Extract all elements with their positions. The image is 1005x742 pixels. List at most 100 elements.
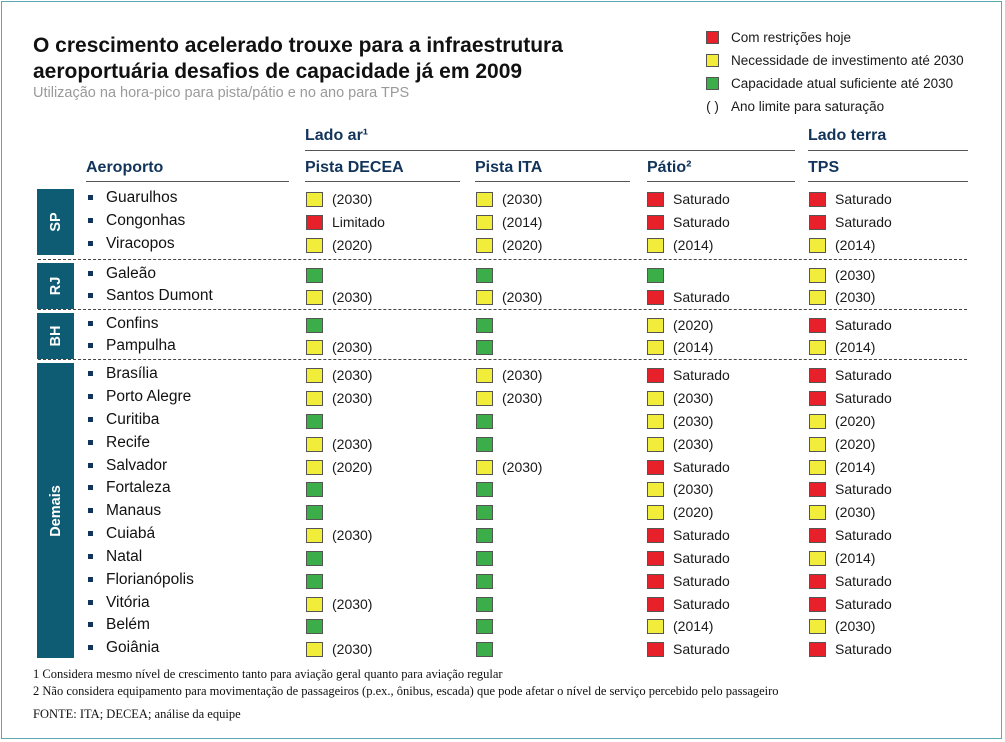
status-square	[647, 339, 664, 355]
header-lado-terra: Lado terra	[808, 127, 887, 144]
status-square	[476, 390, 493, 406]
status-text: (2030)	[673, 390, 714, 406]
status-text: Saturado	[673, 596, 730, 612]
status-text: (2020)	[332, 237, 373, 253]
status-cell: Limitado	[306, 213, 385, 231]
status-cell: (2030)	[647, 389, 713, 407]
status-text: (2030)	[332, 289, 373, 305]
table-row: Belém (2014) (2030)	[0, 615, 1005, 637]
status-square	[647, 289, 664, 305]
status-text: Saturado	[673, 459, 730, 475]
status-text: Saturado	[835, 641, 892, 657]
status-text: (2020)	[835, 413, 876, 429]
airport-name: Florianópolis	[106, 571, 194, 588]
table-row: Brasília (2030) (2030) Saturado Saturado	[0, 364, 1005, 386]
status-text: (2030)	[332, 390, 373, 406]
status-square	[809, 527, 826, 543]
table-row: Viracopos (2020) (2020) (2014) (2014)	[0, 234, 1005, 256]
group-label-rj: RJ	[37, 263, 74, 309]
status-text: (2030)	[332, 339, 373, 355]
status-square	[809, 436, 826, 452]
status-text: Saturado	[673, 573, 730, 589]
status-square	[306, 289, 323, 305]
status-text: (2030)	[673, 436, 714, 452]
status-text: (2014)	[835, 550, 876, 566]
table-row: Cuiabá (2030) Saturado Saturado	[0, 524, 1005, 546]
status-text: Saturado	[835, 596, 892, 612]
bullet-icon	[88, 394, 93, 399]
group-label-sp: SP	[37, 189, 74, 255]
status-square	[647, 641, 664, 657]
status-cell: (2020)	[306, 458, 372, 476]
status-square	[647, 390, 664, 406]
status-cell: (2014)	[809, 458, 875, 476]
status-square	[647, 504, 664, 520]
table-row: Florianópolis Saturado Saturado	[0, 570, 1005, 592]
status-text: Saturado	[673, 191, 730, 207]
legend-item-red: Com restrições hoje	[706, 26, 964, 49]
status-cell: Saturado	[647, 190, 730, 208]
status-cell: (2030)	[306, 595, 372, 613]
airport-name: Guarulhos	[106, 189, 178, 206]
legend-item-parenthesis: ( ) Ano limite para saturação	[706, 95, 964, 118]
status-cell: (2014)	[647, 338, 713, 356]
bullet-icon	[88, 241, 93, 246]
chart-subtitle: Utilização na hora-pico para pista/pátio…	[33, 85, 410, 101]
status-square	[476, 413, 493, 429]
status-square	[809, 504, 826, 520]
status-square	[476, 527, 493, 543]
status-cell: Saturado	[809, 526, 892, 544]
status-cell: (2030)	[476, 366, 542, 384]
bullet-icon	[88, 463, 93, 468]
table-row: Pampulha (2030) (2014) (2014)	[0, 336, 1005, 358]
status-text: (2030)	[332, 367, 373, 383]
airport-name: Cuiabá	[106, 525, 156, 542]
status-square	[809, 214, 826, 230]
rule-aeroporto	[86, 181, 289, 182]
status-square	[306, 237, 323, 253]
status-cell: Saturado	[647, 458, 730, 476]
status-cell	[476, 640, 502, 658]
status-cell: (2030)	[647, 480, 713, 498]
status-text: Saturado	[673, 550, 730, 566]
airport-name: Belém	[106, 616, 150, 633]
status-square	[476, 481, 493, 497]
header-pista-decea: Pista DECEA	[305, 159, 404, 176]
status-text: (2030)	[502, 459, 543, 475]
bullet-icon	[88, 271, 93, 276]
status-cell: (2030)	[306, 435, 372, 453]
status-text: (2014)	[673, 339, 714, 355]
status-cell: (2030)	[476, 288, 542, 306]
status-text: Saturado	[835, 527, 892, 543]
status-square	[476, 596, 493, 612]
status-square	[809, 267, 826, 283]
source-note: FONTE: ITA; DECEA; análise da equipe	[33, 707, 241, 721]
status-square	[306, 527, 323, 543]
status-square	[476, 289, 493, 305]
status-square	[809, 550, 826, 566]
status-square	[647, 596, 664, 612]
status-text: Saturado	[673, 641, 730, 657]
status-square	[306, 481, 323, 497]
status-square	[809, 573, 826, 589]
status-text: (2030)	[835, 618, 876, 634]
bullet-icon	[88, 554, 93, 559]
status-text: Saturado	[835, 573, 892, 589]
legend-item-yellow: Necessidade de investimento até 2030	[706, 49, 964, 72]
rule-tps	[808, 181, 968, 182]
airport-name: Confins	[106, 315, 159, 332]
table-row: Vitória (2030) Saturado Saturado	[0, 593, 1005, 615]
status-square	[306, 413, 323, 429]
status-square	[809, 641, 826, 657]
status-cell: (2030)	[809, 503, 875, 521]
airport-name: Manaus	[106, 502, 162, 519]
status-cell: (2014)	[809, 236, 875, 254]
airport-name: Porto Alegre	[106, 388, 192, 405]
status-cell	[476, 526, 502, 544]
legend-swatch-yellow	[706, 54, 719, 67]
status-text: Saturado	[673, 527, 730, 543]
table-row: Galeão (2030)	[0, 264, 1005, 286]
status-square	[306, 550, 323, 566]
status-text: Saturado	[835, 481, 892, 497]
status-square	[306, 267, 323, 283]
